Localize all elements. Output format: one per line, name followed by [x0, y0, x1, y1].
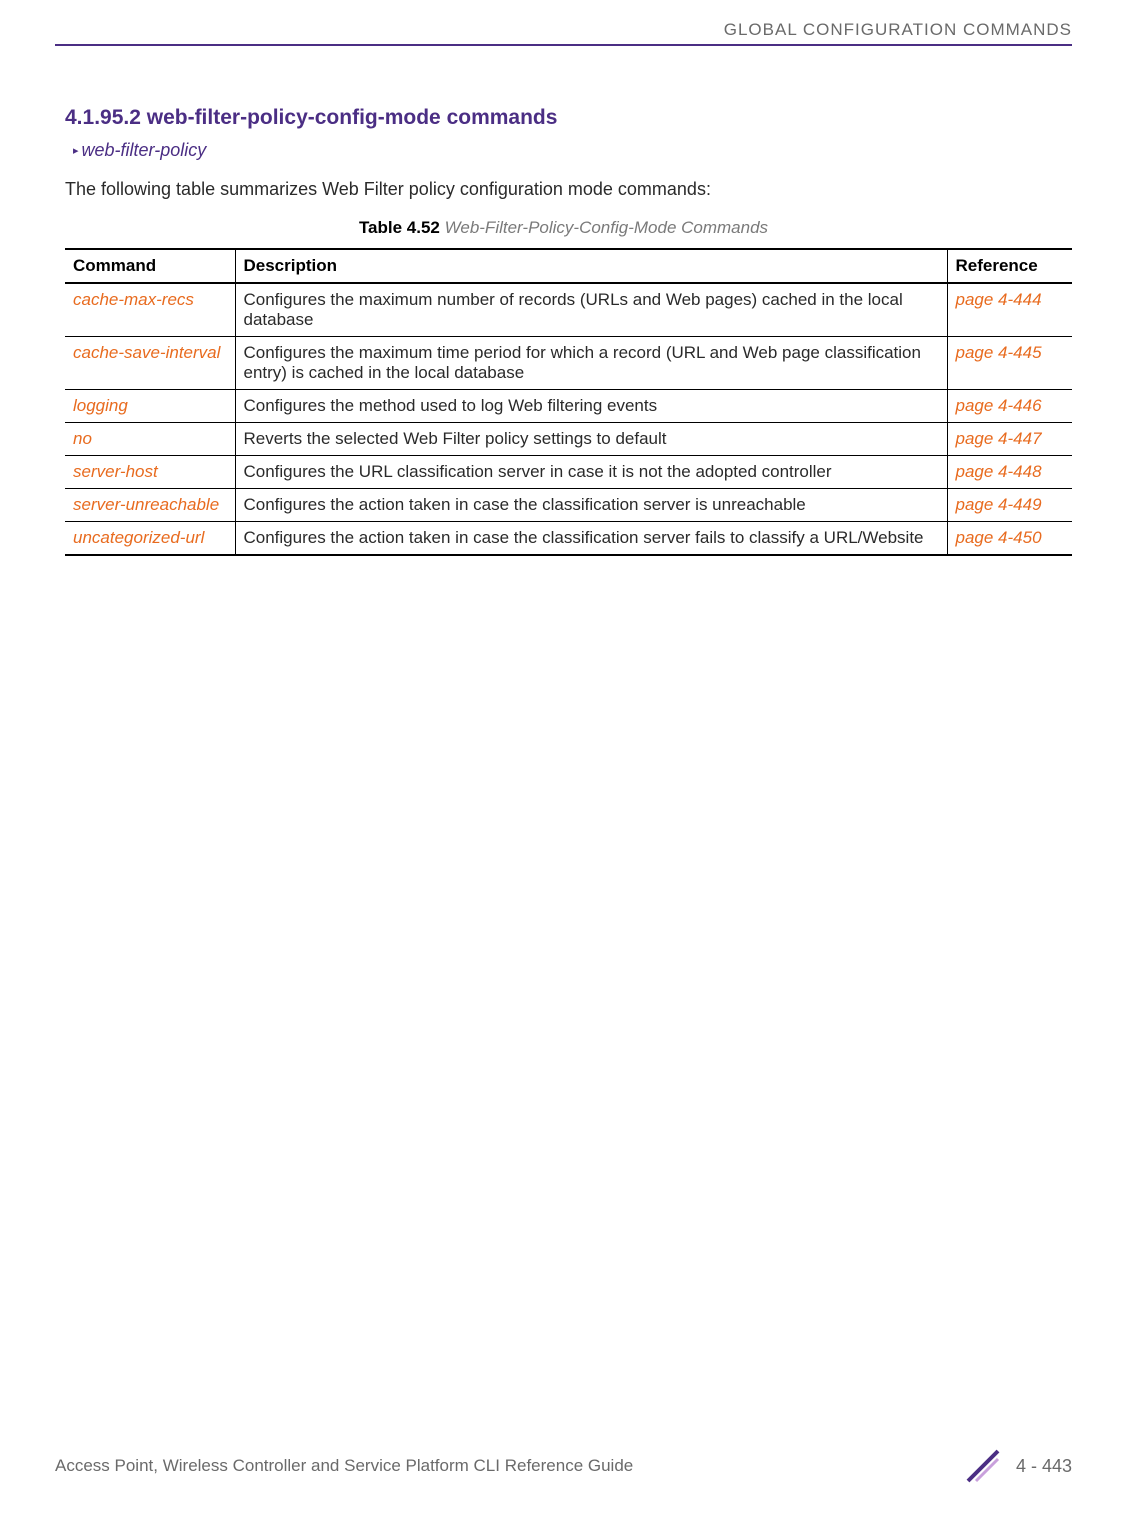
table-row: logging Configures the method used to lo…	[65, 390, 1072, 423]
table-header-row: Command Description Reference	[65, 249, 1072, 283]
command-link[interactable]: cache-save-interval	[65, 337, 235, 390]
breadcrumb-link[interactable]: web-filter-policy	[82, 140, 207, 161]
table-caption: Table 4.52 Web-Filter-Policy-Config-Mode…	[55, 218, 1072, 238]
table-caption-label: Table 4.52	[359, 218, 440, 237]
command-description: Configures the maximum time period for w…	[235, 337, 947, 390]
table-row: server-unreachable Configures the action…	[65, 489, 1072, 522]
section-heading: 4.1.95.2 web-filter-policy-config-mode c…	[65, 106, 1072, 130]
col-header-reference: Reference	[947, 249, 1072, 283]
reference-link[interactable]: page 4-444	[947, 283, 1072, 337]
command-description: Configures the action taken in case the …	[235, 522, 947, 556]
page-number: 4 - 443	[1016, 1456, 1072, 1477]
command-description: Configures the method used to log Web fi…	[235, 390, 947, 423]
table-row: uncategorized-url Configures the action …	[65, 522, 1072, 556]
running-header: GLOBAL CONFIGURATION COMMANDS	[55, 20, 1072, 40]
reference-link[interactable]: page 4-450	[947, 522, 1072, 556]
table-row: no Reverts the selected Web Filter polic…	[65, 423, 1072, 456]
commands-table: Command Description Reference cache-max-…	[65, 248, 1072, 556]
table-row: server-host Configures the URL classific…	[65, 456, 1072, 489]
intro-paragraph: The following table summarizes Web Filte…	[65, 179, 1072, 200]
command-link[interactable]: server-unreachable	[65, 489, 235, 522]
command-link[interactable]: no	[65, 423, 235, 456]
table-caption-title: Web-Filter-Policy-Config-Mode Commands	[445, 218, 768, 237]
reference-link[interactable]: page 4-449	[947, 489, 1072, 522]
command-description: Configures the URL classification server…	[235, 456, 947, 489]
breadcrumb-arrow-icon: ▸	[73, 144, 79, 157]
command-description: Configures the maximum number of records…	[235, 283, 947, 337]
command-description: Reverts the selected Web Filter policy s…	[235, 423, 947, 456]
page-footer: Access Point, Wireless Controller and Se…	[55, 1447, 1072, 1485]
breadcrumb: ▸ web-filter-policy	[73, 140, 1072, 161]
table-row: cache-save-interval Configures the maxim…	[65, 337, 1072, 390]
footer-title: Access Point, Wireless Controller and Se…	[55, 1456, 633, 1476]
reference-link[interactable]: page 4-447	[947, 423, 1072, 456]
reference-link[interactable]: page 4-448	[947, 456, 1072, 489]
command-link[interactable]: server-host	[65, 456, 235, 489]
command-link[interactable]: cache-max-recs	[65, 283, 235, 337]
footer-mark-icon	[964, 1447, 1002, 1485]
command-description: Configures the action taken in case the …	[235, 489, 947, 522]
reference-link[interactable]: page 4-445	[947, 337, 1072, 390]
col-header-command: Command	[65, 249, 235, 283]
command-link[interactable]: uncategorized-url	[65, 522, 235, 556]
table-row: cache-max-recs Configures the maximum nu…	[65, 283, 1072, 337]
command-link[interactable]: logging	[65, 390, 235, 423]
reference-link[interactable]: page 4-446	[947, 390, 1072, 423]
header-rule	[55, 44, 1072, 46]
col-header-description: Description	[235, 249, 947, 283]
